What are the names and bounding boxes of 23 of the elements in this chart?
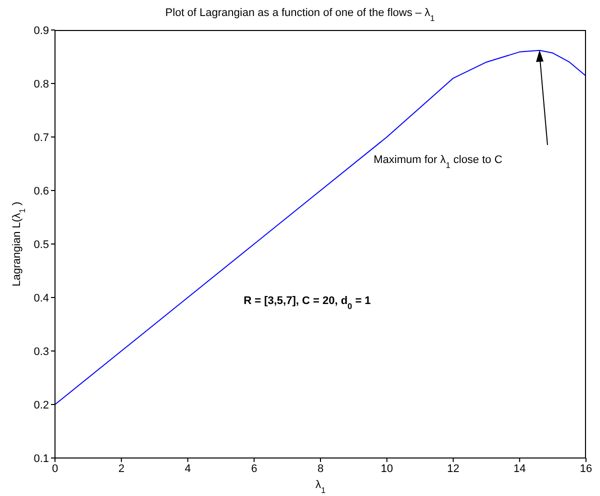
y-tick-label: 0.2: [34, 399, 49, 412]
x-tick-label: 14: [514, 462, 526, 475]
y-tick-label: 0.6: [34, 185, 49, 198]
y-tick-label: 0.1: [34, 452, 49, 465]
chart-title: Plot of Lagrangian as a function of one of the flows – λ$_{1}$: [165, 7, 436, 22]
line-series: [55, 50, 586, 405]
y-tick-label: 0.4: [34, 292, 49, 304]
y-tick-label: 0.7: [34, 132, 49, 144]
x-tick-label: 2: [118, 462, 124, 475]
y-tick-label: 0.5: [34, 238, 49, 251]
x-tick-label: 12: [447, 462, 460, 475]
x-tick-label: 4: [184, 462, 191, 475]
annotation: Maximum for λ$_{1}$ close to C: [374, 154, 502, 170]
annotation: R = [3,5,7], C = 20, d$_{0}$ = 1: [244, 294, 371, 310]
y-tick-label: 0.9: [34, 24, 49, 37]
x-tick-label: 0: [52, 462, 58, 475]
y-tick-label: 0.3: [34, 346, 49, 358]
x-tick-label: 8: [317, 462, 324, 475]
y-tick-label: 0.8: [34, 78, 49, 90]
x-tick-label: 10: [380, 462, 393, 475]
x-tick-label: 16: [580, 462, 592, 475]
x-axis-title: λ$_{1}$: [315, 479, 326, 494]
x-tick-label: 6: [251, 462, 258, 475]
